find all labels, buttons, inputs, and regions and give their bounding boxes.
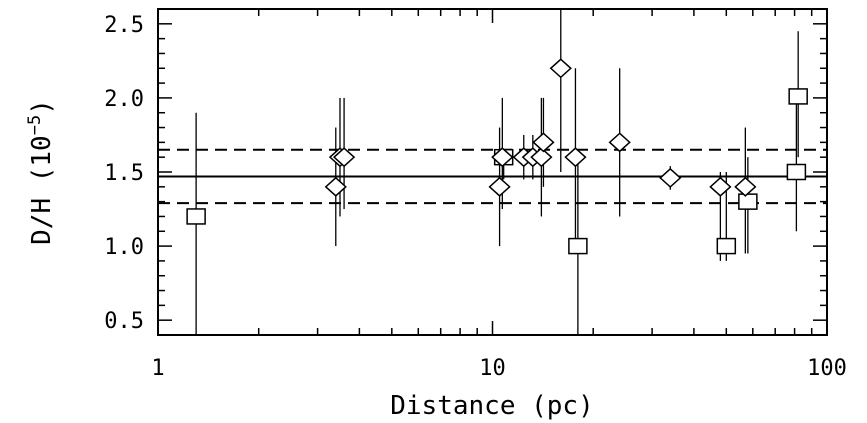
y-tick-label: 1.5 bbox=[104, 161, 144, 186]
y-tick-label: 2.5 bbox=[104, 13, 144, 38]
diamond-marker bbox=[549, 58, 572, 79]
y-tick-label: 2.0 bbox=[104, 87, 144, 112]
diamond-marker bbox=[608, 132, 631, 153]
reference-lines bbox=[158, 148, 827, 205]
y-axis-title-main: D/H (10 bbox=[27, 135, 57, 245]
diamond-marker bbox=[709, 176, 732, 197]
diamond-marker bbox=[564, 147, 587, 168]
square-marker bbox=[716, 237, 737, 255]
y-axis-title-close: ) bbox=[27, 99, 57, 115]
square-marker bbox=[186, 208, 206, 225]
diamond-marker bbox=[488, 176, 511, 197]
diamond-marker bbox=[491, 147, 514, 168]
y-axis-title: D/H (10−5) bbox=[25, 99, 57, 245]
y-tick-label: 0.5 bbox=[104, 309, 144, 334]
y-tick-label: 1.0 bbox=[104, 235, 144, 260]
diamond-marker bbox=[530, 147, 553, 168]
x-axis-title: Distance (pc) bbox=[390, 391, 594, 421]
x-axis-ticks: 1 10 100 bbox=[151, 9, 847, 381]
error-bars bbox=[195, 9, 799, 335]
diamond-marker bbox=[324, 176, 347, 197]
y-axis-ticks: 0.5 1.0 1.5 2.0 2.5 bbox=[104, 8, 827, 336]
x-tick-label: 10 bbox=[479, 356, 506, 381]
x-tick-label: 100 bbox=[807, 356, 847, 381]
diamond-marker bbox=[734, 176, 757, 197]
y-axis-title-exponent: −5 bbox=[25, 115, 45, 135]
markers bbox=[186, 58, 808, 255]
square-marker bbox=[738, 193, 758, 210]
diamond-marker bbox=[332, 147, 356, 168]
square-marker bbox=[786, 163, 807, 181]
diamond-marker bbox=[532, 132, 555, 153]
square-marker bbox=[568, 237, 588, 255]
square-marker bbox=[788, 88, 808, 105]
x-tick-label: 1 bbox=[151, 356, 164, 381]
diamond-marker bbox=[659, 167, 682, 188]
